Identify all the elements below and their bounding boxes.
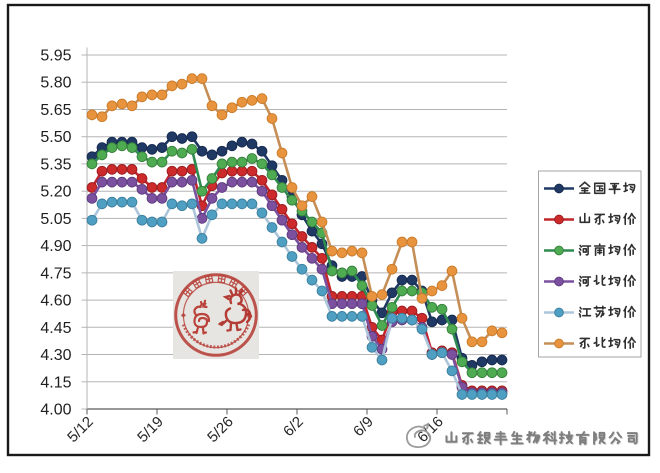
svg-text:4.15: 4.15 [40, 374, 71, 391]
svg-text:5.95: 5.95 [40, 48, 71, 65]
svg-text:5.50: 5.50 [40, 129, 71, 146]
svg-text:4.30: 4.30 [40, 347, 71, 364]
svg-text:5.65: 5.65 [40, 102, 71, 119]
svg-text:4.60: 4.60 [40, 293, 71, 310]
svg-text:4.90: 4.90 [40, 238, 71, 255]
svg-text:4.45: 4.45 [40, 320, 71, 337]
svg-text:5.05: 5.05 [40, 211, 71, 228]
svg-text:5.35: 5.35 [40, 156, 71, 173]
svg-text:5.80: 5.80 [40, 75, 71, 92]
svg-text:4.00: 4.00 [40, 402, 71, 419]
svg-text:4.75: 4.75 [40, 265, 71, 282]
svg-text:5.20: 5.20 [40, 184, 71, 201]
